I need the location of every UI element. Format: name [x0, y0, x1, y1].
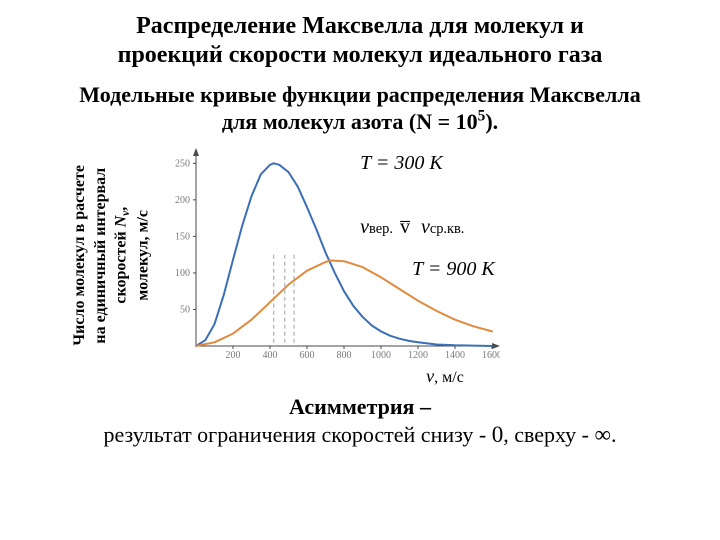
page-title: Распределение Максвелла для молекул и пр…	[0, 0, 720, 78]
footer-text: Асимметрия – результат ограничения скоро…	[0, 387, 720, 449]
svg-text:400: 400	[263, 350, 278, 361]
annotation-vlines: vвер. v̅ vср.кв.	[360, 216, 464, 239]
svg-text:1400: 1400	[445, 350, 465, 361]
subtitle-line-1: Модельные кривые функции распределения М…	[79, 82, 640, 107]
subtitle-line-2: для молекул азота (N = 105).	[222, 109, 498, 134]
v-bar: v̅	[400, 216, 410, 238]
svg-text:1200: 1200	[408, 350, 428, 361]
svg-text:800: 800	[337, 350, 352, 361]
svg-text:600: 600	[300, 350, 315, 361]
y-axis-label: Число молекул в расчете на единичный инт…	[70, 165, 154, 346]
chart-row: Число молекул в расчете на единичный инт…	[0, 142, 720, 366]
chart-svg: 50 100 150 200 250 200 400 600 800 1000 1200 1400 16…	[160, 146, 500, 366]
svg-text:100: 100	[175, 268, 190, 279]
svg-text:200: 200	[175, 195, 190, 206]
x-axis-label: v, м/с	[0, 366, 720, 387]
annotation-t300: T = 300 К	[360, 152, 443, 175]
maxwell-chart: 50 100 150 200 250 200 400 600 800 1000 1200 1400 16…	[160, 146, 500, 366]
annotation-t900: T = 900 К	[412, 258, 495, 281]
svg-text:1000: 1000	[371, 350, 391, 361]
svg-text:50: 50	[180, 304, 190, 315]
svg-text:200: 200	[226, 350, 241, 361]
svg-text:150: 150	[175, 231, 190, 242]
title-line-1: Распределение Максвелла для молекул и	[136, 13, 584, 39]
svg-text:1600: 1600	[482, 350, 500, 361]
v-ver: vвер.	[360, 216, 393, 238]
page-subtitle: Модельные кривые функции распределения М…	[0, 78, 720, 142]
svg-text:250: 250	[175, 158, 190, 169]
title-line-2: проекций скорости молекул идеального газ…	[118, 42, 603, 68]
v-srkv: vср.кв.	[421, 216, 464, 238]
